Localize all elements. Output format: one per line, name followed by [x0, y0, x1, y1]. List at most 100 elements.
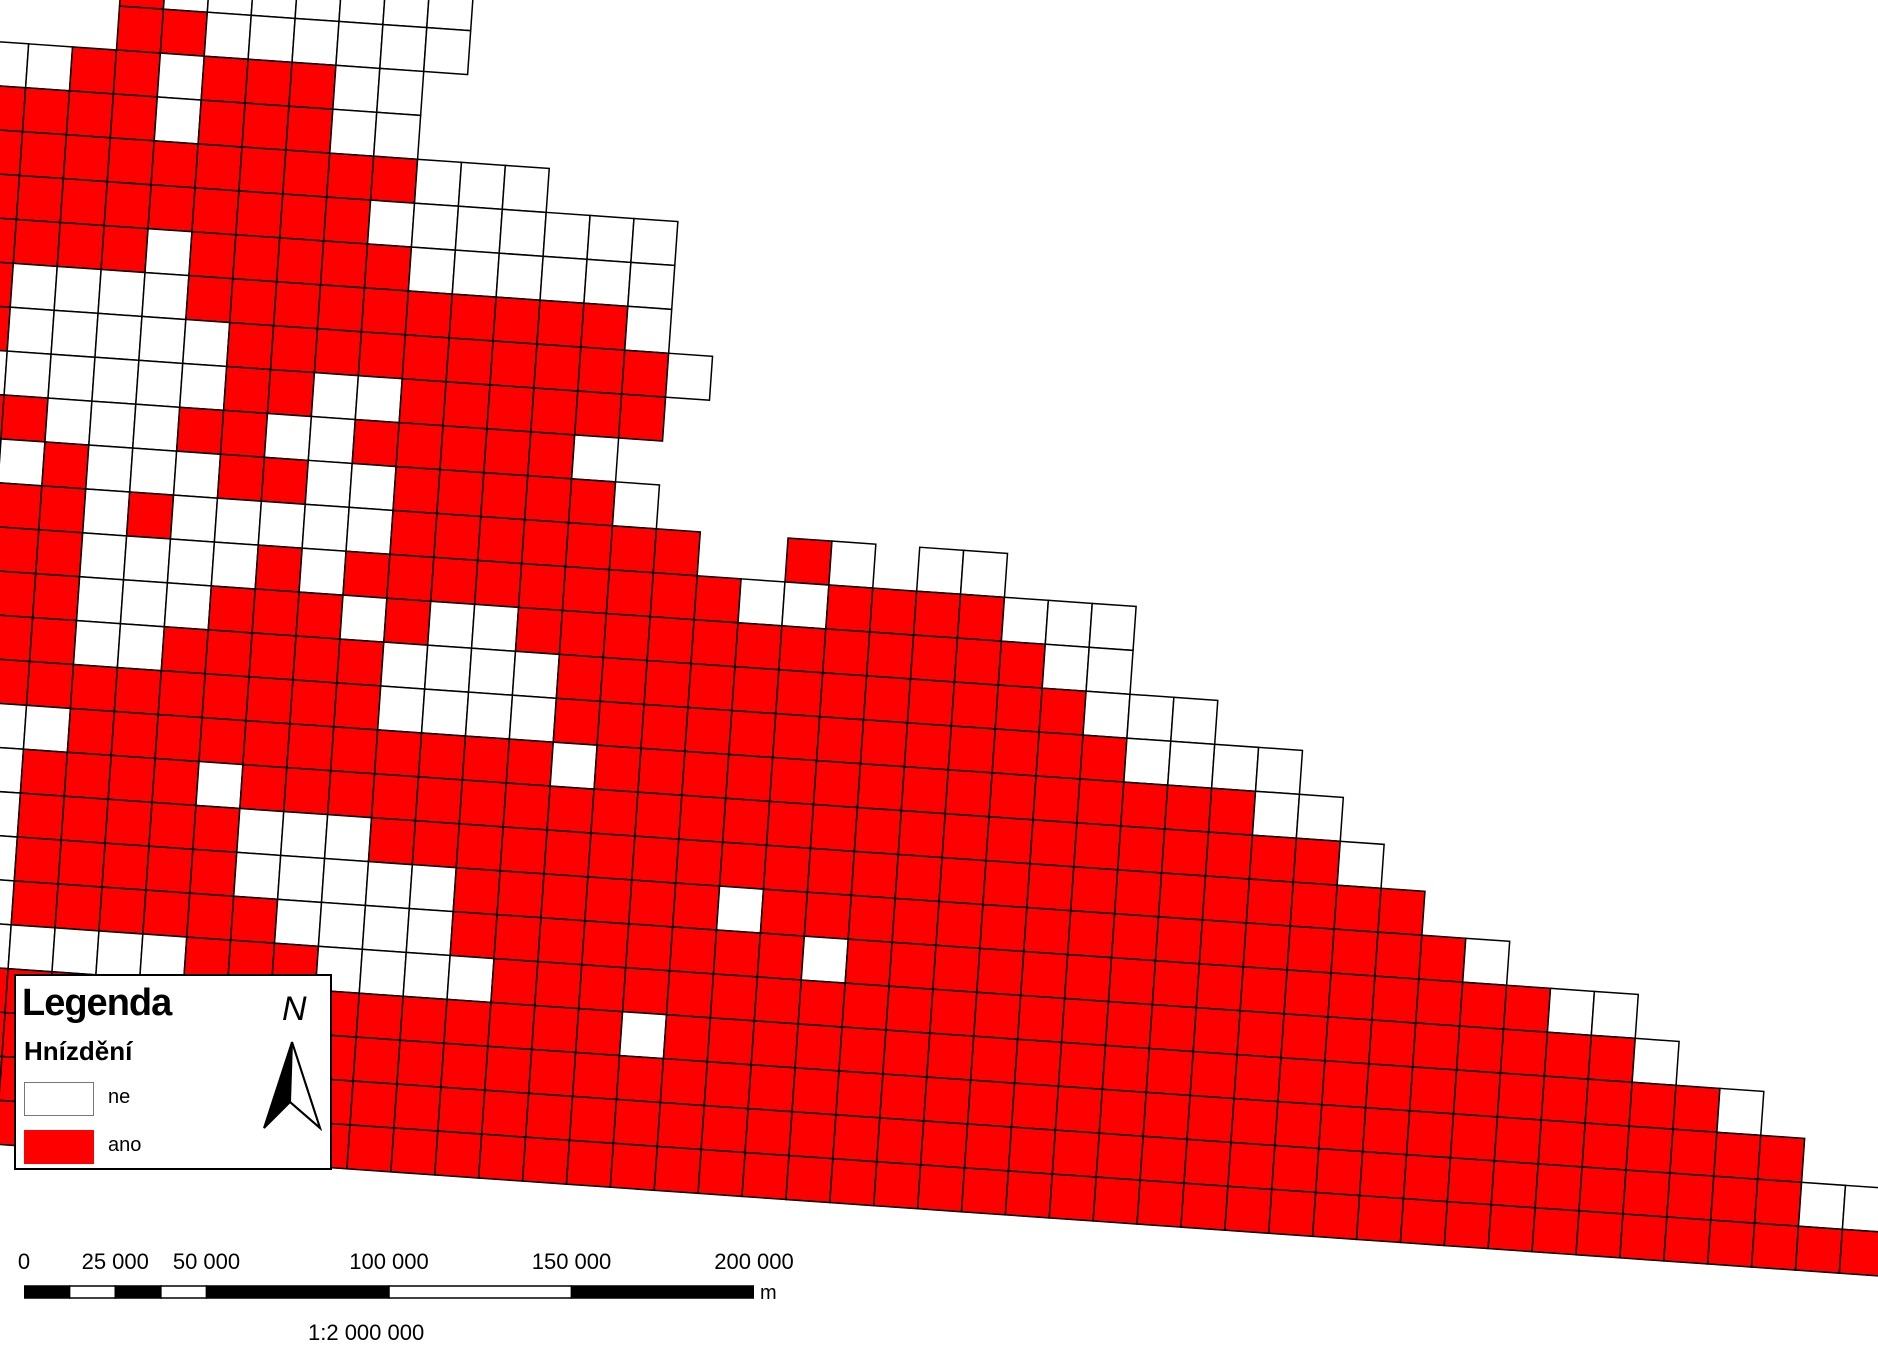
grid-square-ne — [131, 403, 181, 452]
grid-square-ne — [376, 685, 426, 734]
grid-square-ano — [724, 753, 774, 803]
grid-square-ne — [498, 208, 547, 258]
grid-square-ano — [1095, 1132, 1144, 1181]
grid-square-ano — [659, 1057, 709, 1107]
grid-square-ano — [546, 785, 595, 834]
grid-square-ne — [425, 0, 475, 32]
grid-square-ano — [1189, 1050, 1238, 1100]
grid-square-ano — [994, 684, 1043, 733]
grid-square-ano — [1449, 1113, 1499, 1162]
grid-square-ano — [797, 979, 846, 1028]
grid-square-ne — [1841, 1184, 1878, 1234]
north-arrow-label: N — [282, 990, 307, 1028]
grid-square-ne — [166, 538, 216, 587]
grid-square-ano — [576, 346, 626, 395]
grid-square-ano — [1192, 1006, 1241, 1056]
grid-square-ne — [542, 211, 591, 261]
grid-square-ne — [361, 904, 411, 954]
grid-square-ano — [909, 634, 959, 683]
grid-square-ano — [1280, 1012, 1329, 1062]
grid-square-ano — [784, 537, 833, 586]
grid-square-ne — [446, 954, 495, 1004]
grid-square-ano — [759, 888, 809, 937]
grid-square-ano — [411, 819, 461, 869]
grid-square-ne — [781, 581, 830, 630]
grid-square-ano — [897, 809, 947, 859]
grid-square-ano — [392, 465, 441, 515]
grid-square-ano — [1277, 1056, 1326, 1106]
grid-square-ano — [835, 1070, 884, 1119]
grid-square-ano — [28, 616, 78, 666]
grid-square-ano — [151, 757, 200, 807]
grid-square-ano — [768, 756, 818, 806]
grid-square-ano — [906, 678, 956, 727]
grid-square-ano — [355, 992, 404, 1041]
grid-square-ano — [245, 675, 294, 725]
grid-square-ne — [78, 532, 128, 581]
grid-square-ano — [879, 1073, 928, 1122]
grid-square-ne — [116, 622, 166, 672]
grid-square-ano — [112, 49, 162, 98]
grid-square-ano — [440, 1042, 489, 1092]
grid-square-ne — [464, 691, 514, 740]
grid-square-ano — [1669, 1128, 1718, 1177]
grid-square-ano — [1069, 865, 1119, 915]
grid-square-ano — [1418, 934, 1467, 983]
grid-square-ano — [175, 406, 225, 456]
grid-square-ano — [684, 706, 733, 756]
grid-square-ne — [379, 641, 429, 690]
grid-square-ano — [1446, 1156, 1496, 1206]
grid-square-ano — [396, 1039, 445, 1088]
grid-square-ne — [422, 26, 472, 76]
grid-square-ano — [242, 719, 291, 769]
grid-square-ano — [891, 897, 940, 947]
grid-square-ano — [791, 1067, 840, 1116]
grid-square-ne — [156, 52, 206, 101]
grid-square-ano — [919, 1120, 969, 1169]
grid-square-ano — [916, 1164, 966, 1213]
grid-square-ne — [1336, 840, 1385, 890]
grid-square-ano — [537, 916, 586, 966]
grid-square-ano — [662, 1013, 712, 1063]
grid-square-ano — [1079, 734, 1128, 783]
grid-square-ano — [200, 55, 249, 104]
grid-square-ano — [1136, 1179, 1185, 1228]
grid-square-ano — [1502, 984, 1552, 1034]
grid-square-ano — [587, 832, 636, 881]
grid-square-ano — [0, 127, 24, 177]
grid-square-ano — [668, 926, 718, 975]
grid-square-ne — [1123, 737, 1172, 786]
grid-square-ne — [44, 397, 93, 446]
grid-square-ano — [445, 337, 494, 386]
grid-square-ano — [693, 574, 742, 624]
grid-square-ne — [1716, 1087, 1765, 1137]
grid-square-ano — [198, 716, 247, 766]
grid-square-ne — [195, 760, 244, 810]
grid-square-ano — [1270, 1144, 1320, 1194]
grid-square-ano — [325, 152, 375, 201]
grid-square-ano — [709, 973, 759, 1022]
grid-square-ne — [413, 158, 463, 208]
grid-square-ano — [1224, 1185, 1273, 1235]
grid-square-ano — [988, 772, 1037, 821]
grid-square-ne — [94, 312, 143, 362]
grid-square-ano — [1377, 887, 1426, 937]
grid-square-ano — [63, 751, 113, 801]
grid-square-ano — [479, 471, 529, 521]
grid-square-ne — [828, 540, 877, 589]
grid-square-ano — [1411, 1022, 1461, 1071]
grid-square-ne — [1295, 793, 1345, 843]
grid-square-ano — [818, 671, 868, 721]
grid-square-ano — [363, 243, 413, 292]
grid-square-ano — [1581, 1122, 1630, 1171]
grid-square-ne — [379, 23, 428, 73]
grid-square-ano — [395, 421, 444, 471]
grid-square-ano — [159, 8, 209, 57]
grid-square-ano — [771, 712, 821, 762]
grid-square-ne — [263, 412, 313, 462]
grid-square-ano — [401, 334, 450, 383]
grid-square-ano — [191, 187, 240, 236]
grid-square-ano — [900, 765, 950, 815]
grid-square-ano — [1330, 928, 1379, 977]
grid-square-ano — [275, 237, 325, 286]
